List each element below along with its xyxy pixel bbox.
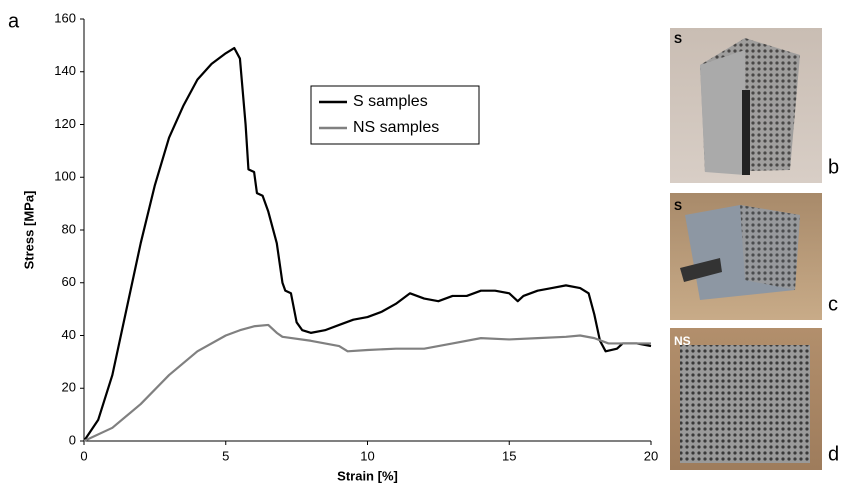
y-tick-label: 100	[54, 169, 76, 184]
panel-label: a	[8, 10, 20, 32]
y-tick-label: 60	[62, 274, 76, 289]
x-tick-label: 0	[80, 448, 87, 463]
y-tick-label: 140	[54, 63, 76, 78]
x-tick-label: 5	[222, 448, 229, 463]
panel-label: b	[828, 156, 839, 178]
panel-label: d	[828, 443, 839, 465]
sample-label: S	[674, 32, 682, 46]
y-tick-label: 0	[69, 432, 76, 447]
x-tick-label: 20	[644, 448, 658, 463]
y-axis-label: Stress [MPa]	[21, 191, 36, 270]
y-tick-label: 120	[54, 116, 76, 131]
y-tick-label: 160	[54, 10, 76, 25]
y-tick-label: 80	[62, 221, 76, 236]
sample-label: NS	[674, 334, 691, 348]
y-tick-label: 20	[62, 380, 76, 395]
y-tick-label: 40	[62, 327, 76, 342]
legend-label: NS samples	[353, 119, 439, 136]
panel-label: c	[828, 293, 838, 315]
line-series	[83, 323, 651, 442]
x-axis-label: Strain [%]	[337, 468, 398, 483]
legend-label: S samples	[353, 93, 428, 110]
photo	[670, 193, 822, 320]
sample-label: S	[674, 199, 682, 213]
photo	[670, 28, 822, 183]
photo	[670, 328, 822, 470]
x-tick-label: 10	[360, 448, 374, 463]
line-series	[83, 46, 652, 442]
legend-box	[310, 85, 480, 145]
x-tick-label: 15	[502, 448, 516, 463]
